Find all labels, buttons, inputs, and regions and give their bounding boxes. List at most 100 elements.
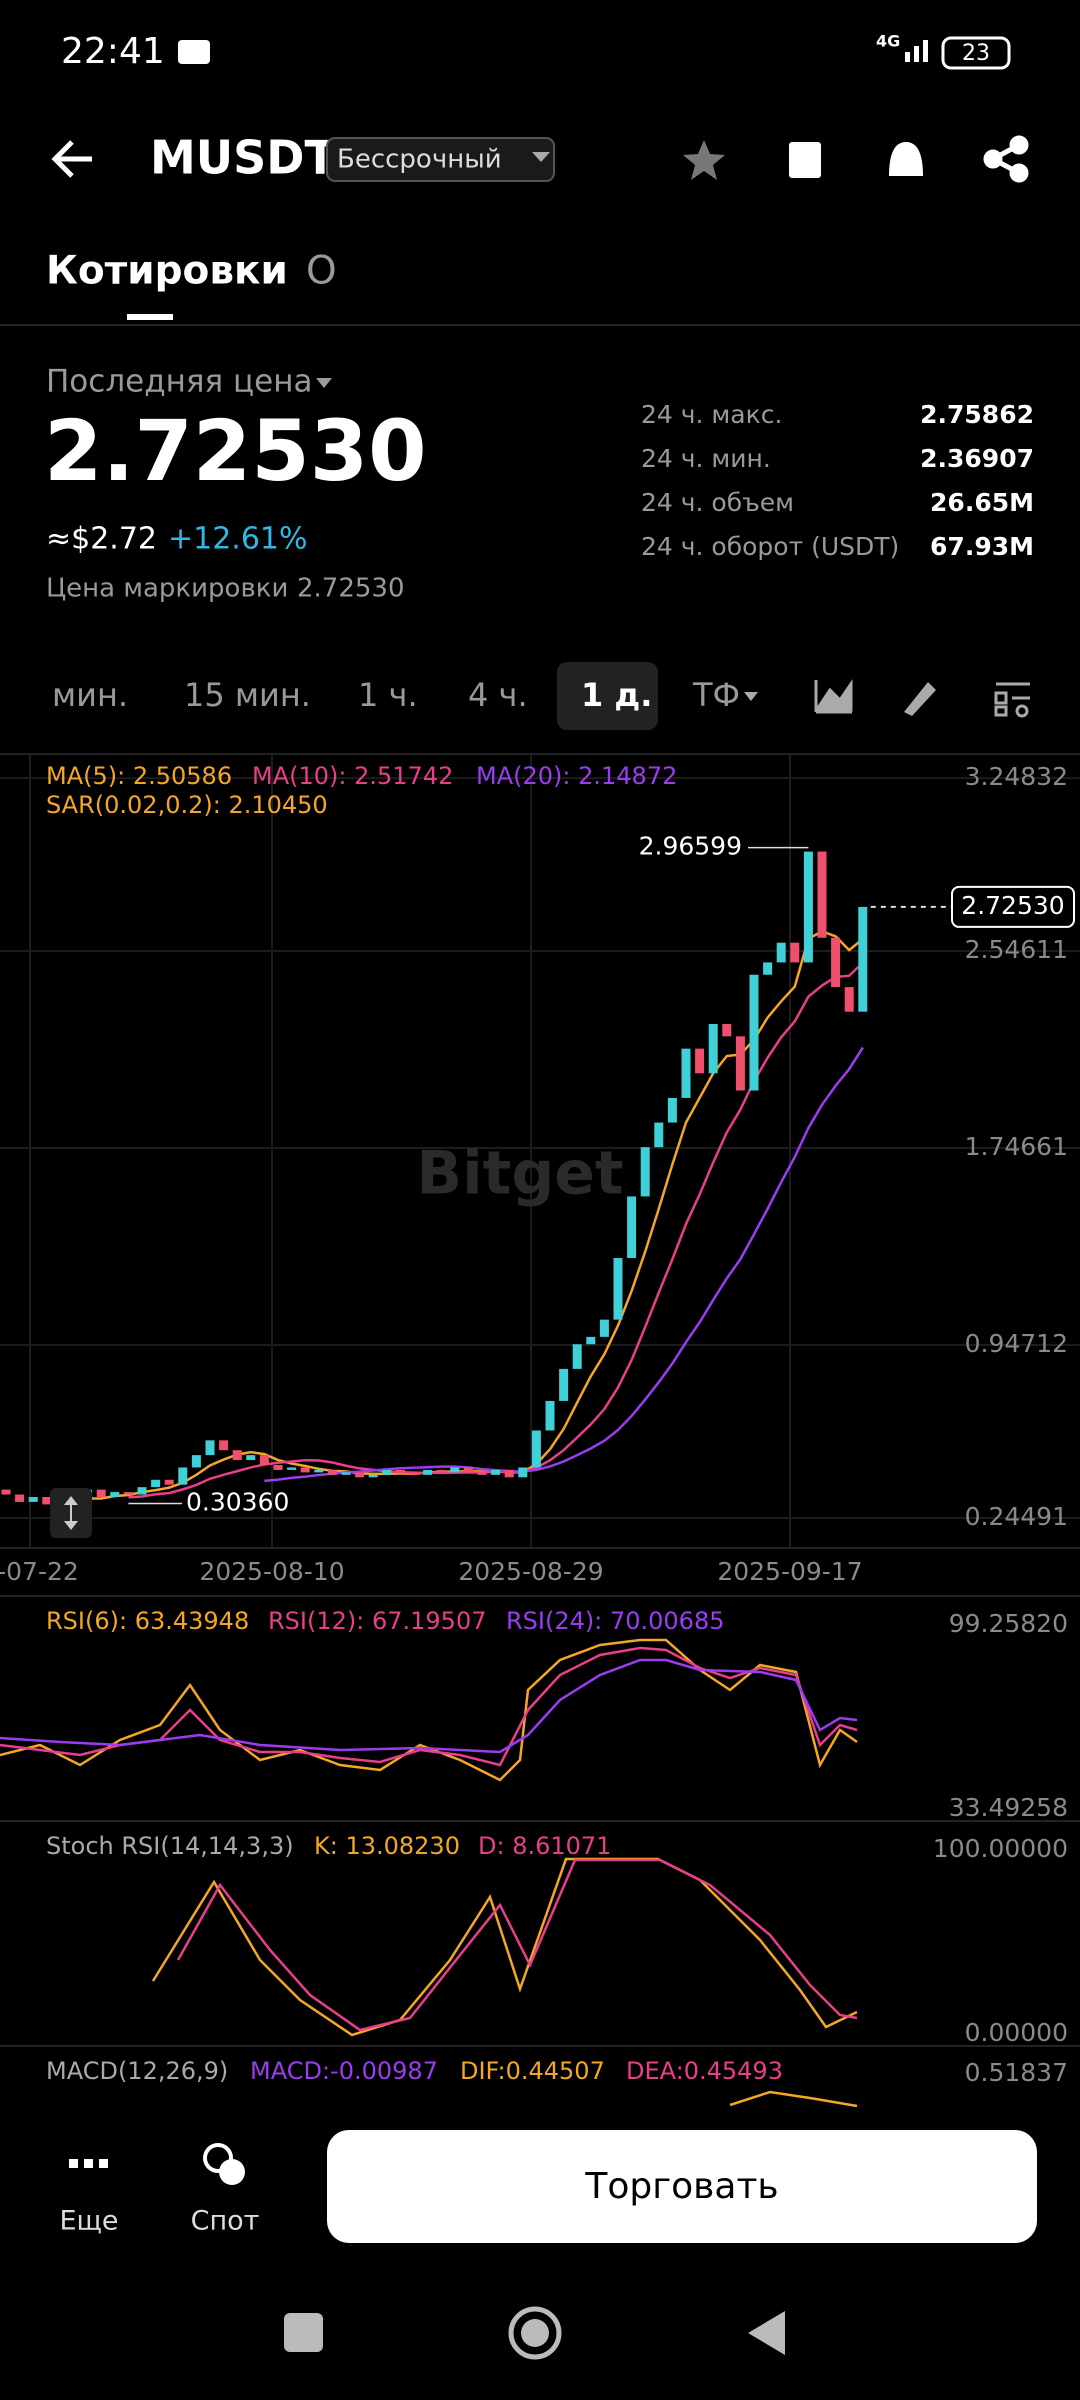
candle-body <box>627 1196 637 1259</box>
candle-body <box>559 1368 569 1401</box>
macd-line <box>729 2090 858 2108</box>
candle-body <box>681 1048 691 1098</box>
more-button[interactable]: Еще <box>59 2206 118 2237</box>
signal-icon <box>905 40 928 62</box>
indicator-legend: DEA:0.45493 <box>626 2057 783 2085</box>
candle-body <box>654 1122 664 1148</box>
network: 4G <box>876 32 900 51</box>
rsi6-line <box>0 1638 858 1782</box>
candle-body <box>382 1469 392 1475</box>
indicator-legend: DIF:0.44507 <box>460 2057 605 2085</box>
legend-entry: MA(5): 2.50586 <box>46 762 232 790</box>
indicator-legend: RSI(12): 67.19507 <box>268 1607 486 1635</box>
share-icon[interactable] <box>983 135 1029 183</box>
candle-body <box>436 1469 446 1473</box>
legend-entry: MA(10): 2.51742 <box>252 762 453 790</box>
draw-icon[interactable] <box>904 682 936 716</box>
timeframe[interactable]: 15 мин. <box>184 676 311 714</box>
candle-body <box>314 1469 324 1473</box>
min-label: 0.30360 <box>186 1488 289 1517</box>
indicator-tick-label: 0.51837 <box>965 2058 1068 2087</box>
legend-entry: SAR(0.02,0.2): 2.10450 <box>46 791 328 819</box>
candle-body <box>858 906 868 1012</box>
indicator-legend: K: 13.08230 <box>314 1832 460 1860</box>
settings-icon[interactable] <box>994 682 1030 718</box>
candle-body <box>735 1036 745 1091</box>
candle-body <box>42 1497 52 1505</box>
badge[interactable] <box>326 137 555 182</box>
candle-body <box>368 1474 378 1478</box>
candle-body <box>803 851 813 963</box>
candle-body <box>708 1024 718 1074</box>
timeframe[interactable]: мин. <box>52 676 128 714</box>
stats: 24 ч. макс. 2.75862 24 ч. мин. 2.36907 24 ч.… <box>641 400 1034 561</box>
timeframe[interactable]: 1 ч. <box>358 676 418 714</box>
y-tick-label: 1.74661 <box>965 1132 1068 1161</box>
dropdown-icon[interactable] <box>744 692 758 701</box>
timeframe-selected[interactable]: 1 д. <box>581 676 652 714</box>
candle-body <box>300 1467 310 1473</box>
candle-body <box>599 1319 609 1337</box>
candle-body <box>287 1467 297 1470</box>
nav-recent[interactable] <box>284 2313 323 2352</box>
indicator-tick-label: 33.49258 <box>949 1793 1068 1822</box>
candle-body <box>450 1467 460 1473</box>
notes-icon[interactable] <box>789 142 821 178</box>
rsi24-line <box>0 1658 858 1754</box>
trade-button[interactable] <box>327 2130 1037 2243</box>
candle-body <box>763 962 773 975</box>
indicator-legend: RSI(24): 70.00685 <box>506 1607 724 1635</box>
tab-active[interactable]: Котировки <box>46 249 288 294</box>
symbol: MUSDT <box>150 131 336 185</box>
candle-body <box>817 851 827 938</box>
candle-body <box>695 1048 705 1074</box>
candle-body <box>110 1492 120 1498</box>
x-tick-label: 5-07-22 <box>0 1557 79 1586</box>
timeframe[interactable]: ТФ <box>692 676 740 714</box>
timeframe[interactable]: 4 ч. <box>468 676 528 714</box>
candle-body <box>327 1469 337 1475</box>
usd-price: ≈$2.72 <box>46 522 157 557</box>
candles <box>1 851 868 1505</box>
timeframe-selected-bg <box>557 662 658 730</box>
candle-body <box>586 1336 596 1345</box>
candle-body <box>831 937 841 988</box>
dropdown-icon[interactable] <box>532 152 550 162</box>
candle-body <box>640 1147 650 1197</box>
stat-value: 67.93M <box>930 532 1034 561</box>
price-label[interactable]: Последняя цена <box>46 364 313 400</box>
candle-body <box>151 1479 161 1488</box>
candle-body <box>219 1440 229 1451</box>
candle-body <box>518 1467 528 1478</box>
dropdown-icon[interactable] <box>316 378 332 388</box>
more-icon[interactable] <box>69 2159 108 2168</box>
stoch-k-line <box>151 1857 858 2037</box>
tab[interactable]: О <box>306 249 337 294</box>
candle-body <box>749 974 759 1091</box>
spot-icon[interactable] <box>203 2143 245 2185</box>
candle-body <box>205 1440 215 1456</box>
nav-back[interactable] <box>748 2311 785 2355</box>
alert-icon[interactable] <box>889 142 923 176</box>
candle-body <box>531 1430 541 1468</box>
spot-button[interactable]: Спот <box>191 2206 260 2237</box>
stat-label: 24 ч. мин. <box>641 444 771 473</box>
indicator-legend: D: 8.61071 <box>478 1832 611 1860</box>
favorite-icon[interactable] <box>683 140 725 180</box>
indicator-legend: RSI(6): 63.43948 <box>46 1607 249 1635</box>
chart-type-icon[interactable] <box>814 679 853 714</box>
last-price: 2.72530 <box>44 402 427 500</box>
stat-value: 26.65M <box>930 488 1034 517</box>
indicator-tick-label: 100.00000 <box>933 1834 1068 1863</box>
tab-underline <box>127 314 173 320</box>
candle-body <box>15 1494 25 1502</box>
mark-price: 2.72530 <box>297 574 405 604</box>
back-button[interactable] <box>51 140 92 178</box>
candle-body <box>491 1469 501 1475</box>
candle-body <box>191 1455 201 1468</box>
candle-body <box>355 1472 365 1478</box>
candle-body <box>572 1344 582 1369</box>
nav-home[interactable] <box>508 2306 562 2360</box>
